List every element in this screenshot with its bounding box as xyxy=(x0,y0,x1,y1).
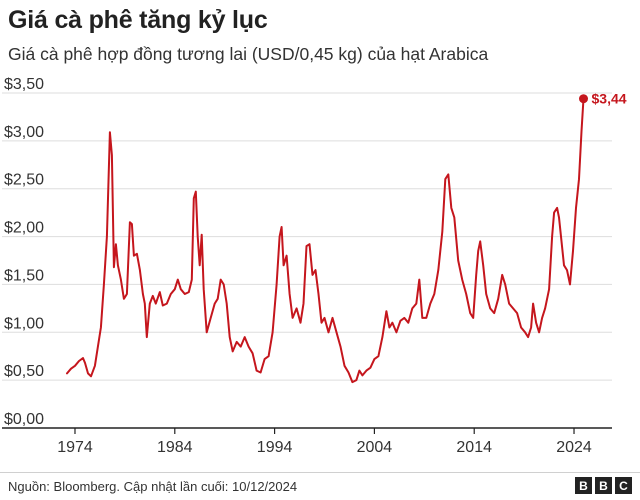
x-tick-label: 1994 xyxy=(257,439,293,456)
x-tick-label: 1974 xyxy=(57,439,93,456)
source-note: Nguồn: Bloomberg. Cập nhật lần cuối: 10/… xyxy=(8,479,298,494)
footer-divider xyxy=(0,472,640,473)
bbc-logo-letter-b1: B xyxy=(575,477,592,494)
y-tick-label: $2,00 xyxy=(4,220,44,237)
bbc-logo: B B C xyxy=(575,477,632,494)
y-tick-label: $3,50 xyxy=(4,76,44,93)
bbc-logo-letter-b2: B xyxy=(595,477,612,494)
y-tick-label: $0,00 xyxy=(4,411,44,428)
y-tick-label: $2,50 xyxy=(4,172,44,189)
x-tick-label: 2024 xyxy=(556,439,592,456)
price-series-line xyxy=(66,97,585,384)
x-tick-label: 1984 xyxy=(157,439,193,456)
bbc-logo-letter-c: C xyxy=(615,477,632,494)
chart-title: Giá cà phê tăng kỷ lục xyxy=(8,6,268,34)
y-tick-label: $1,50 xyxy=(4,267,44,284)
y-tick-label: $3,00 xyxy=(4,124,44,141)
line-chart: $0,00 $0,50 $1,00 $1,50 $2,00 $2,50 $3,00 $3,50… xyxy=(2,76,627,456)
y-tick-label: $1,00 xyxy=(4,315,44,332)
latest-price-marker xyxy=(579,94,589,104)
y-tick-label: $0,50 xyxy=(4,363,44,380)
latest-price-label: $3,44 xyxy=(592,91,627,107)
chart-subtitle: Giá cà phê hợp đồng tương lai (USD/0,45 … xyxy=(8,44,489,64)
x-tick-label: 2014 xyxy=(456,439,492,456)
x-tick-label: 2004 xyxy=(357,439,393,456)
